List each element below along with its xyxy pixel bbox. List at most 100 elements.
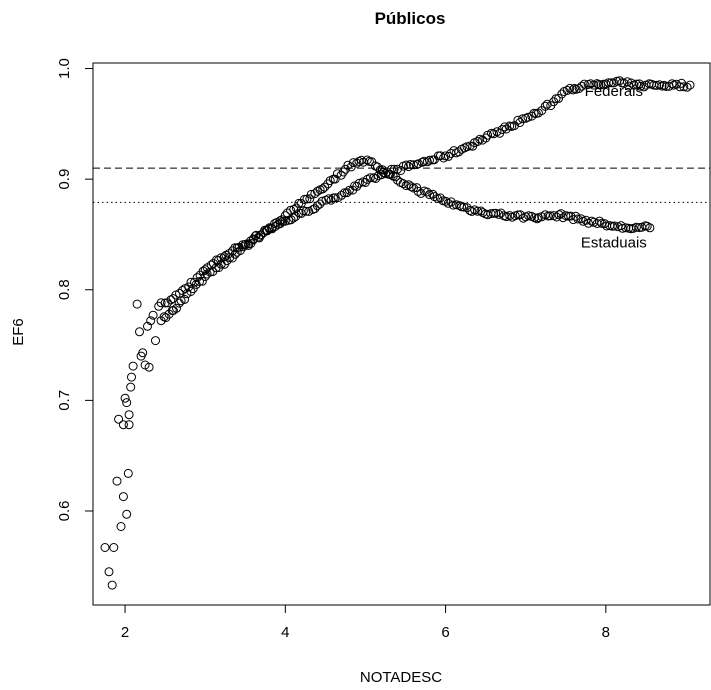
- y-tick-label: 0.8: [56, 279, 73, 300]
- data-point: [391, 172, 400, 182]
- data-point: [387, 164, 396, 174]
- data-point: [412, 183, 422, 193]
- data-point: [622, 77, 632, 87]
- data-point: [128, 361, 138, 371]
- data-point: [352, 158, 362, 168]
- data-point: [362, 155, 372, 165]
- data-point: [604, 78, 614, 88]
- data-point: [114, 414, 124, 424]
- data-point: [109, 543, 119, 552]
- data-point: [465, 141, 475, 151]
- chart-title: Públicos: [375, 9, 446, 28]
- data-point: [156, 298, 166, 308]
- data-point: [564, 211, 573, 221]
- data-point: [568, 85, 578, 95]
- annotation-federais: Federais: [585, 83, 643, 100]
- data-point: [318, 184, 328, 194]
- data-point: [642, 221, 652, 231]
- data-point: [340, 188, 349, 198]
- data-point: [661, 82, 671, 91]
- data-point: [270, 219, 280, 228]
- data-point: [532, 214, 542, 224]
- data-point: [126, 382, 136, 392]
- x-tick-label: 4: [281, 624, 289, 641]
- data-point: [552, 212, 562, 222]
- data-point: [501, 212, 511, 222]
- data-point: [667, 79, 677, 89]
- data-point: [186, 277, 196, 287]
- data-point: [317, 196, 327, 206]
- y-tick-label: 0.7: [56, 390, 73, 411]
- data-point: [377, 165, 387, 175]
- data-point: [449, 146, 459, 156]
- y-tick-label: 0.9: [56, 169, 73, 190]
- data-point: [172, 303, 181, 313]
- data-point: [470, 138, 480, 148]
- data-point: [606, 78, 616, 88]
- data-point: [497, 125, 507, 134]
- data-point: [682, 82, 692, 92]
- data-point: [338, 167, 348, 177]
- data-point: [195, 277, 204, 286]
- data-point: [435, 193, 445, 203]
- data-point: [439, 153, 449, 163]
- data-point: [481, 133, 491, 143]
- data-point: [291, 212, 301, 221]
- data-point: [404, 180, 414, 190]
- data-point: [291, 203, 301, 213]
- data-point: [244, 240, 253, 250]
- data-point: [144, 362, 154, 372]
- data-point: [120, 393, 130, 403]
- data-point: [569, 83, 579, 93]
- data-point: [180, 294, 190, 304]
- data-point: [186, 287, 196, 296]
- data-point: [501, 124, 511, 134]
- data-point: [419, 156, 429, 166]
- data-point: [289, 205, 299, 214]
- data-point: [320, 182, 330, 192]
- data-point: [524, 211, 534, 221]
- data-point: [545, 211, 555, 221]
- data-point: [492, 127, 502, 137]
- data-point: [123, 468, 133, 478]
- data-point: [275, 216, 285, 226]
- data-point: [325, 176, 335, 186]
- data-point: [551, 94, 561, 104]
- data-point: [118, 420, 128, 430]
- x-tick-label: 2: [121, 624, 129, 641]
- data-point: [655, 80, 664, 90]
- data-point: [571, 211, 581, 221]
- data-point: [444, 151, 453, 161]
- data-point: [124, 410, 134, 420]
- data-point: [277, 215, 287, 225]
- data-point: [330, 193, 340, 203]
- data-point: [546, 101, 556, 111]
- data-point: [151, 336, 160, 346]
- data-point: [600, 219, 610, 229]
- data-point: [441, 151, 451, 161]
- data-point: [354, 178, 364, 188]
- data-point: [365, 173, 375, 183]
- data-point: [679, 82, 689, 92]
- data-point: [211, 263, 221, 273]
- data-point: [636, 81, 646, 91]
- data-point: [396, 166, 406, 175]
- data-point: [595, 216, 604, 226]
- data-point: [404, 162, 414, 172]
- data-point: [358, 177, 368, 187]
- data-point: [417, 157, 427, 167]
- data-point: [500, 122, 510, 132]
- data-point: [306, 189, 316, 199]
- data-point: [163, 298, 172, 308]
- annotations: Federais Estaduais: [581, 83, 647, 252]
- y-tick-label: 0.6: [56, 501, 73, 522]
- data-point: [634, 79, 644, 89]
- data-point: [301, 206, 311, 216]
- data-point: [238, 242, 248, 252]
- data-point: [576, 214, 586, 224]
- data-point: [305, 194, 315, 204]
- data-point: [574, 84, 584, 93]
- data-points: [100, 76, 695, 590]
- data-point: [310, 204, 320, 214]
